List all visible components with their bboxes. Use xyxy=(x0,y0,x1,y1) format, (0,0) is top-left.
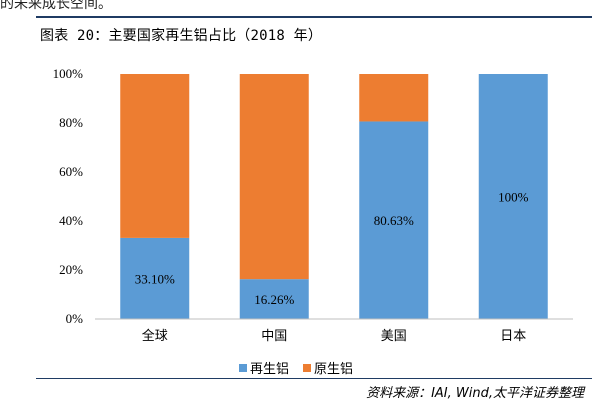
data-label: 33.10% xyxy=(135,271,175,286)
y-tick-label: 80% xyxy=(59,115,83,130)
bar-recycled xyxy=(359,121,429,319)
legend-swatch-recycled xyxy=(238,363,247,372)
bar-recycled xyxy=(239,279,309,319)
data-label: 80.63% xyxy=(374,213,414,228)
x-category-label: 全球 xyxy=(142,328,168,344)
x-category-label: 美国 xyxy=(381,329,407,344)
y-tick-label: 0% xyxy=(66,311,84,326)
chart-legend: 再生铝 原生铝 xyxy=(0,358,592,377)
bar-recycled xyxy=(478,74,548,319)
legend-item-recycled: 再生铝 xyxy=(238,358,289,377)
bar-primary xyxy=(359,74,429,122)
figure-bottom-rule xyxy=(36,378,592,379)
source-note: 资料来源：IAI, Wind,太平洋证券整理 xyxy=(366,386,584,401)
legend-label-recycled: 再生铝 xyxy=(249,362,289,377)
figure-title: 图表 20：主要国家再生铝占比（2018 年） xyxy=(40,28,323,44)
legend-item-primary: 原生铝 xyxy=(303,358,353,377)
bar-primary xyxy=(239,74,309,280)
legend-label-primary: 原生铝 xyxy=(314,362,354,377)
y-tick-label: 40% xyxy=(59,213,83,228)
data-label: 16.26% xyxy=(254,292,294,307)
data-label: 100% xyxy=(498,190,529,205)
y-tick-label: 100% xyxy=(53,66,84,81)
x-category-label: 中国 xyxy=(261,329,287,344)
figure-top-rule xyxy=(36,16,592,18)
bar-recycled xyxy=(120,237,190,319)
legend-swatch-primary xyxy=(303,363,311,372)
y-tick-label: 20% xyxy=(59,262,83,277)
y-tick-label: 60% xyxy=(59,164,83,179)
preceding-paragraph-text: 的未来成长空间。 xyxy=(0,0,112,12)
bar-primary xyxy=(120,74,190,238)
x-category-label: 日本 xyxy=(500,329,526,344)
